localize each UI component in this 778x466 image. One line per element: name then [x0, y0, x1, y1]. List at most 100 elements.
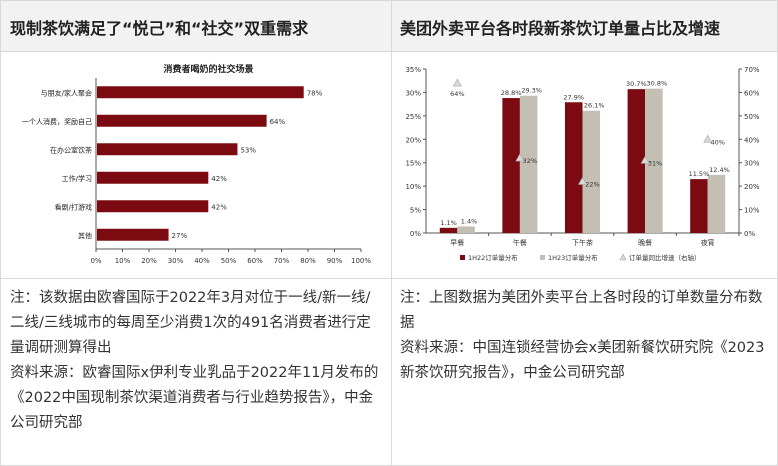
category-label: 看剧/打游戏	[55, 202, 92, 211]
right-tick-label: 20%	[744, 183, 760, 191]
legend-swatch-growth	[619, 253, 627, 261]
left-tick-label: 30%	[405, 89, 421, 97]
left-panel-title: 现制茶饮满足了“悦己”和“社交”双重需求	[1, 1, 391, 52]
bar-1h22	[564, 102, 583, 233]
growth-marker	[640, 155, 650, 164]
x-tick-label: 20%	[141, 257, 157, 265]
left-tick-label: 5%	[410, 207, 421, 215]
category-label: 工作/学习	[62, 174, 92, 183]
growth-label: 64%	[450, 90, 464, 98]
data-label-1h22: 11.5%	[689, 170, 710, 178]
time-slot-bar-chart: 0% 5% 10% 15% 20% 25% 30% 35% 0% 10% 20% 30% 40% 50% 6…	[405, 66, 760, 262]
bar-1h23	[645, 88, 663, 234]
right-tick-label: 0%	[744, 230, 755, 238]
x-tick-label: 100%	[351, 257, 371, 265]
left-tick-label: 20%	[405, 136, 421, 144]
category-label: 早餐	[450, 238, 464, 247]
category-label: 其他	[78, 231, 92, 240]
right-tick-label: 10%	[744, 207, 760, 215]
x-tick-label: 90%	[327, 257, 343, 265]
right-source: 资料来源：中国连锁经营协会x美团新餐饮研究院《2023新茶饮研究报告》，中金公司…	[400, 340, 765, 381]
data-label: 53%	[240, 146, 256, 154]
left-tick-label: 10%	[405, 183, 421, 191]
category-label: 下午茶	[572, 238, 593, 247]
right-tick-label: 40%	[744, 136, 760, 144]
right-tick-label: 60%	[744, 89, 760, 97]
bar-1h22	[439, 227, 458, 233]
growth-label: 31%	[648, 159, 662, 167]
x-tick-label: 70%	[274, 257, 290, 265]
growth-label: 40%	[710, 138, 724, 146]
x-tick-label: 80%	[300, 257, 316, 265]
data-label-1h23: 30.8%	[647, 80, 668, 88]
x-tick-label: 10%	[115, 257, 131, 265]
bar	[97, 228, 169, 241]
right-note: 注：上图数据为美团外卖平台上各时段的订单数量分布数据	[400, 290, 763, 331]
bar-1h22	[690, 179, 708, 233]
right-panel-title: 美团外卖平台各时段新茶饮订单量占比及增速	[391, 1, 777, 52]
bar	[97, 171, 209, 184]
data-label-1h23: 12.4%	[709, 166, 730, 174]
data-label-1h23: 26.1%	[584, 102, 605, 110]
bar	[97, 200, 209, 213]
data-label-1h23: 1.4%	[461, 217, 478, 225]
data-label-1h22: 1.1%	[440, 219, 457, 227]
growth-marker	[515, 153, 525, 162]
data-label-1h22: 30.7%	[626, 80, 647, 88]
x-tick-label: 50%	[221, 257, 237, 265]
chart-title: 消费者喝奶的社交场景	[163, 63, 253, 75]
legend-label-1h22: 1H22订单量分布	[468, 253, 518, 262]
category-label: 午餐	[513, 238, 527, 247]
legend-swatch-1h23	[540, 255, 545, 260]
growth-label: 22%	[585, 180, 599, 188]
data-label: 78%	[307, 89, 323, 97]
bar-1h22	[502, 98, 520, 234]
category-label: 在办公室饮茶	[50, 145, 92, 154]
x-tick-label: 0%	[90, 257, 101, 265]
legend-label-growth: 订单量同比增速（右轴）	[629, 253, 701, 262]
growth-marker	[577, 176, 588, 185]
bar-1h23	[582, 110, 601, 233]
horizontal-divider	[1, 278, 777, 279]
data-label: 42%	[211, 203, 227, 211]
x-tick-label: 40%	[194, 257, 210, 265]
time-slot-chart-area: 0% 5% 10% 15% 20% 25% 30% 35% 0% 10% 20% 30% 40% 50% 6…	[392, 52, 777, 278]
right-tick-label: 50%	[744, 113, 760, 121]
social-scene-chart-area: 消费者喝奶的社交场景 78% 与朋友/家人聚会 64% 一个人消费，奖励自己 53% 在办公…	[1, 52, 391, 278]
x-tick-label: 60%	[247, 257, 263, 265]
category-label: 晚餐	[638, 238, 652, 247]
bar	[97, 114, 267, 127]
bar	[97, 86, 304, 99]
data-label: 42%	[211, 175, 227, 183]
data-label-1h23: 29.3%	[521, 87, 542, 95]
vertical-divider	[391, 1, 392, 465]
right-notes: 注：上图数据为美团外卖平台上各时段的订单数量分布数据 资料来源：中国连锁经营协会…	[400, 286, 768, 386]
bar-1h23	[519, 95, 538, 233]
left-tick-label: 25%	[405, 113, 421, 121]
growth-marker	[452, 78, 462, 87]
legend-swatch-1h22	[460, 255, 465, 260]
category-label: 一个人消费，奖励自己	[22, 117, 92, 126]
data-label: 64%	[270, 118, 286, 126]
category-label: 夜宵	[701, 238, 715, 247]
growth-label: 32%	[523, 157, 537, 165]
data-label: 27%	[172, 232, 188, 240]
left-tick-label: 0%	[410, 230, 421, 238]
left-note: 注：该数据由欧睿国际于2022年3月对位于一线/新一线/二线/三线城市的每周至少…	[10, 290, 371, 356]
category-label: 与朋友/家人聚会	[41, 88, 92, 97]
data-label-1h22: 27.9%	[563, 93, 584, 101]
left-notes: 注：该数据由欧睿国际于2022年3月对位于一线/新一线/二线/三线城市的每周至少…	[10, 286, 384, 436]
x-tick-label: 30%	[168, 257, 184, 265]
right-tick-label: 30%	[744, 160, 760, 168]
bar-1h23	[457, 226, 475, 233]
bar-1h22	[627, 89, 646, 233]
data-label-1h22: 28.8%	[501, 89, 522, 97]
left-tick-label: 35%	[405, 66, 421, 74]
bar-1h23	[707, 174, 726, 233]
legend-label-1h23: 1H23订单量分布	[548, 253, 598, 262]
left-tick-label: 15%	[405, 160, 421, 168]
bar	[97, 143, 238, 156]
left-source: 资料来源：欧睿国际x伊利专业乳品于2022年11月发布的《2022中国现制茶饮渠…	[10, 365, 379, 431]
right-tick-label: 70%	[744, 66, 760, 74]
